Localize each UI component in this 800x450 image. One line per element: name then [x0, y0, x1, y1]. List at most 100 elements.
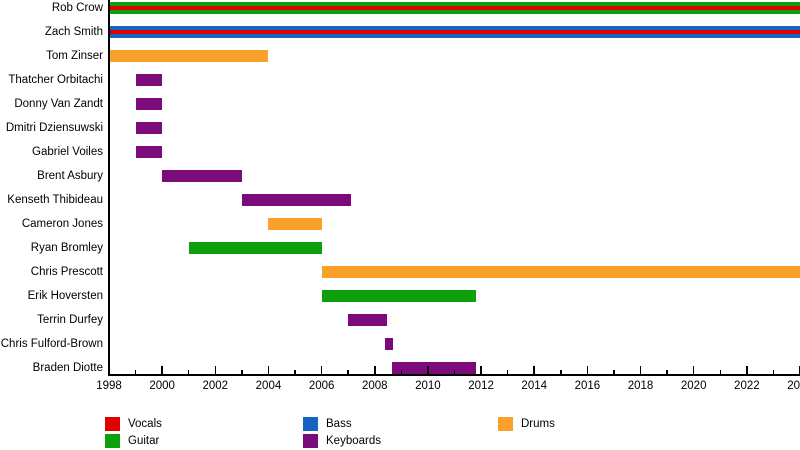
x-axis-tick-label: 1998 [96, 380, 122, 392]
x-axis-major-tick [267, 366, 270, 374]
legend-swatch-guitar [105, 434, 120, 448]
member-bar [135, 146, 163, 158]
x-axis-minor-tick [453, 370, 456, 374]
bar-stripe-keyboards [348, 314, 387, 326]
x-axis-tick-label: 2006 [308, 380, 335, 392]
legend-label: Drums [521, 418, 555, 430]
bar-stripe-vocals [109, 30, 800, 34]
bar-stripe-keyboards [392, 362, 476, 374]
legend-label: Guitar [128, 435, 160, 447]
member-label: Terrin Durfey [37, 314, 103, 326]
bar-stripe-keyboards [135, 146, 163, 158]
member-label: Donny Van Zandt [14, 98, 103, 110]
x-axis-major-tick [533, 366, 535, 374]
member-bar [188, 242, 322, 254]
member-label: Brent Asbury [37, 170, 103, 182]
member-label: Ryan Bromley [30, 242, 103, 254]
x-axis-minor-tick [613, 370, 615, 374]
member-label: Braden Diotte [32, 362, 103, 374]
member-bar [385, 338, 394, 350]
member-label: Chris Prescott [30, 266, 103, 278]
member-bar [268, 218, 322, 230]
bar-stripe-keyboards [241, 194, 351, 206]
bar-stripe-drums [321, 266, 800, 278]
x-axis-tick-label: 2010 [415, 380, 441, 392]
y-axis-line [108, 0, 110, 374]
x-axis-major-tick [746, 366, 748, 374]
member-bar [348, 314, 387, 326]
x-axis-tick-label: 2014 [521, 380, 548, 392]
x-axis-tick-label: 2000 [149, 380, 175, 392]
member-label: Dmitri Dziensuwski [5, 122, 103, 134]
bar-stripe-keyboards [135, 122, 163, 134]
bar-stripe-vocals [109, 6, 800, 10]
member-bar [241, 194, 351, 206]
member-label: Thatcher Orbitachi [8, 74, 103, 86]
member-label: Tom Zinser [46, 50, 103, 62]
bar-stripe-guitar [321, 290, 476, 302]
x-axis-major-tick [214, 366, 217, 374]
member-bar [109, 50, 269, 62]
member-bar [135, 74, 163, 86]
member-bar [109, 26, 800, 38]
x-axis-minor-tick [772, 370, 775, 374]
x-axis-tick-label: 2024 [787, 380, 800, 392]
legend-swatch-drums [498, 417, 513, 431]
x-axis-major-tick [427, 366, 429, 374]
member-label: Gabriel Voiles [32, 146, 103, 158]
bar-stripe-guitar [188, 242, 322, 254]
x-axis-tick-label: 2020 [680, 380, 707, 392]
legend-swatch-vocals [105, 417, 120, 431]
x-axis-tick-label: 2018 [627, 380, 654, 392]
member-bar [162, 170, 242, 182]
member-bar [135, 98, 163, 110]
x-axis-major-tick [374, 366, 376, 374]
member-label: Cameron Jones [21, 218, 103, 230]
x-axis-major-tick [161, 366, 163, 374]
member-bar [321, 266, 800, 278]
x-axis-minor-tick [666, 370, 668, 374]
bar-stripe-drums [109, 50, 269, 62]
member-label: Rob Crow [51, 2, 103, 14]
member-label: Chris Fulford-Brown [0, 338, 103, 350]
x-axis-minor-tick [294, 370, 296, 374]
legend-item-keyboards: Keyboards [303, 434, 463, 448]
bar-stripe-guitar [109, 10, 800, 14]
x-axis-line [108, 374, 800, 376]
bar-stripe-drums [268, 218, 322, 230]
bar-stripe-bass [109, 34, 800, 38]
member-bar [109, 2, 800, 14]
legend-item-vocals: Vocals [105, 417, 265, 431]
bar-stripe-keyboards [162, 170, 242, 182]
bar-stripe-guitar [109, 2, 800, 6]
bar-stripe-keyboards [385, 338, 394, 350]
x-axis-minor-tick [506, 370, 509, 374]
x-axis-major-tick [108, 366, 110, 374]
legend-label: Keyboards [326, 435, 381, 447]
x-axis-minor-tick [560, 370, 562, 374]
x-axis-minor-tick [134, 370, 137, 374]
x-axis-major-tick [692, 366, 695, 374]
legend-swatch-bass [303, 417, 318, 431]
member-label: Zach Smith [44, 26, 103, 38]
bar-stripe-keyboards [135, 98, 163, 110]
legend-label: Vocals [128, 418, 162, 430]
legend-swatch-keyboards [303, 434, 318, 448]
x-axis-minor-tick [187, 370, 190, 374]
x-axis-major-tick [480, 366, 482, 374]
member-label: Erik Hoversten [27, 290, 103, 302]
x-axis-tick-label: 2002 [202, 380, 229, 392]
x-axis-tick-label: 2022 [734, 380, 760, 392]
legend-item-drums: Drums [498, 417, 658, 431]
legend-item-guitar: Guitar [105, 434, 265, 448]
x-axis-minor-tick [400, 370, 403, 374]
bar-stripe-keyboards [135, 74, 163, 86]
x-axis-major-tick [320, 366, 323, 374]
x-axis-tick-label: 2016 [574, 380, 601, 392]
x-axis-minor-tick [719, 370, 722, 374]
member-bar [321, 290, 476, 302]
legend-label: Bass [326, 418, 352, 430]
x-axis-major-tick [639, 366, 642, 374]
member-bar [392, 362, 476, 374]
